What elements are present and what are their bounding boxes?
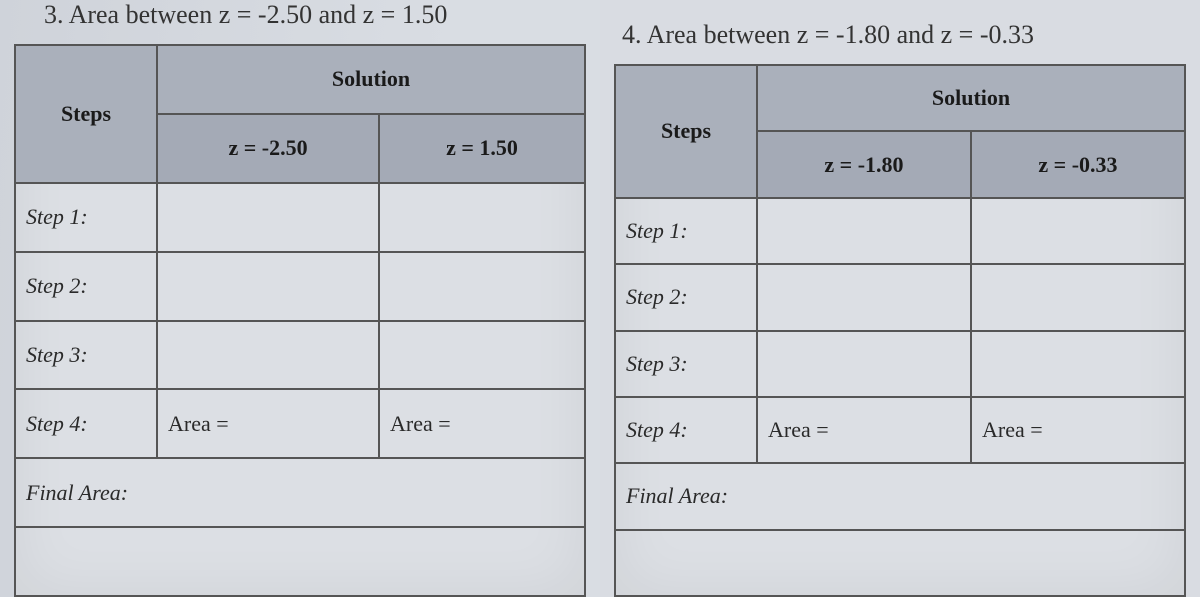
step-label: Step 3:: [15, 321, 157, 390]
area-cell: Area =: [157, 389, 379, 458]
step-label: Step 3:: [615, 331, 757, 397]
cell: [757, 198, 971, 264]
problem-4-panel: 4. Area between z = -1.80 and z = -0.33 …: [600, 0, 1200, 597]
step-label: Step 2:: [615, 264, 757, 330]
cell: [757, 264, 971, 330]
problem-3-table: Steps Solution z = -2.50 z = 1.50 Step 1…: [14, 44, 586, 597]
cell: [379, 321, 585, 390]
step-label: Step 2:: [15, 252, 157, 321]
workspace-blank: [615, 530, 1185, 596]
cell: [379, 183, 585, 252]
area-cell: Area =: [757, 397, 971, 463]
workspace-blank: [15, 527, 585, 596]
problem-4-table: Steps Solution z = -1.80 z = -0.33 Step …: [614, 64, 1186, 597]
step-label: Step 1:: [615, 198, 757, 264]
area-cell: Area =: [971, 397, 1185, 463]
cell: [157, 183, 379, 252]
final-area-label: Final Area:: [615, 463, 1185, 529]
col-steps-header: Steps: [615, 65, 757, 198]
col-solution-header: Solution: [757, 65, 1185, 131]
col-solution-header: Solution: [157, 45, 585, 114]
cell: [157, 252, 379, 321]
cell: [757, 331, 971, 397]
problem-3-prompt: 3. Area between z = -2.50 and z = 1.50: [44, 0, 586, 30]
problem-text: Area between z = -2.50 and z = 1.50: [69, 0, 448, 29]
cell: [971, 331, 1185, 397]
problem-number: 4.: [622, 20, 642, 49]
z-col-2: z = -0.33: [971, 131, 1185, 197]
z-col-2: z = 1.50: [379, 114, 585, 183]
cell: [157, 321, 379, 390]
final-area-label: Final Area:: [15, 458, 585, 527]
z-col-1: z = -1.80: [757, 131, 971, 197]
problem-3-panel: 3. Area between z = -2.50 and z = 1.50 S…: [0, 0, 600, 597]
step-label: Step 4:: [15, 389, 157, 458]
area-cell: Area =: [379, 389, 585, 458]
cell: [379, 252, 585, 321]
problem-text: Area between z = -1.80 and z = -0.33: [647, 20, 1034, 49]
step-label: Step 4:: [615, 397, 757, 463]
cell: [971, 198, 1185, 264]
step-label: Step 1:: [15, 183, 157, 252]
cell: [971, 264, 1185, 330]
col-steps-header: Steps: [15, 45, 157, 183]
problem-4-prompt: 4. Area between z = -1.80 and z = -0.33: [622, 20, 1186, 50]
problem-number: 3.: [44, 0, 64, 29]
z-col-1: z = -2.50: [157, 114, 379, 183]
worksheet-page: 3. Area between z = -2.50 and z = 1.50 S…: [0, 0, 1200, 597]
